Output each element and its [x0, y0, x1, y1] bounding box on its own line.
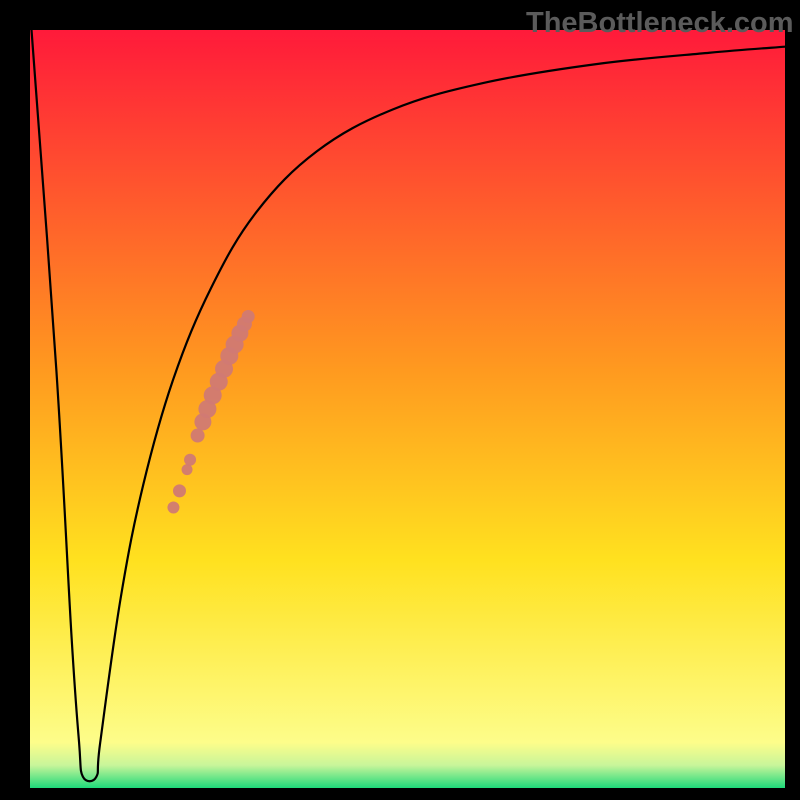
- data-marker: [167, 502, 179, 514]
- chart-svg: [0, 0, 800, 800]
- data-marker: [184, 454, 196, 466]
- marker-group: [167, 310, 254, 514]
- watermark-label: TheBottleneck.com: [526, 7, 794, 40]
- bottleneck-curve: [32, 30, 785, 781]
- data-marker: [191, 429, 205, 443]
- data-marker: [242, 310, 255, 323]
- chart-container: TheBottleneck.com: [0, 0, 800, 800]
- data-marker: [173, 484, 186, 497]
- data-marker: [182, 464, 193, 475]
